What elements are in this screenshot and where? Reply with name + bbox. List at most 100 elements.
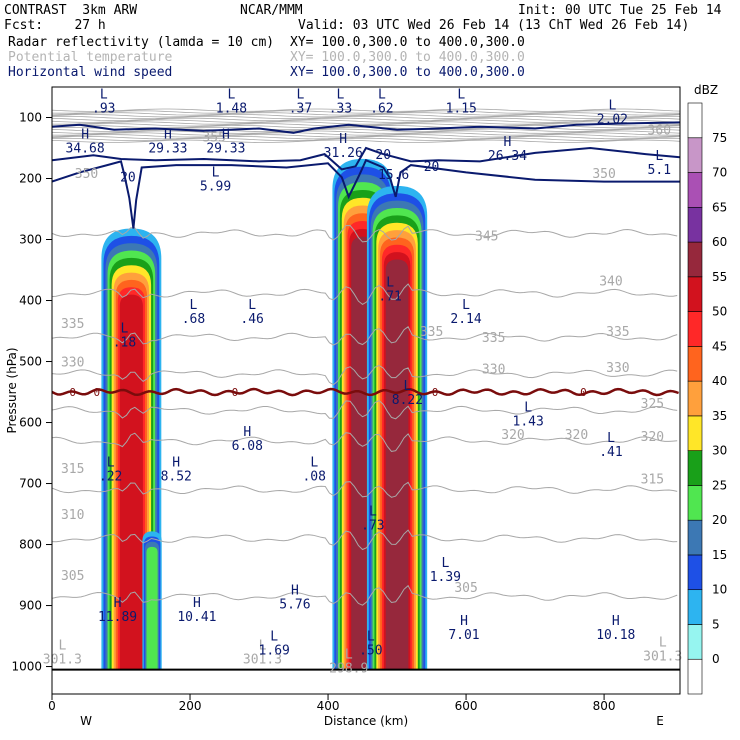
wind-extremum-value: 1.48 — [216, 102, 247, 117]
freezing-label: 0 — [232, 386, 239, 399]
wind-extremum-value: 7.01 — [448, 628, 479, 643]
theta-label: 335 — [61, 317, 84, 332]
y-tick-label: 400 — [19, 294, 42, 308]
wind-extremum-value: 34.68 — [66, 141, 105, 156]
theta-contour-305 — [52, 584, 678, 606]
wind-extremum-kind: L — [310, 455, 318, 470]
wind-extremum-value: 26.34 — [488, 149, 527, 164]
wind-extremum-value: 5.99 — [200, 180, 231, 195]
theta-label: 320 — [501, 428, 524, 443]
wind-extremum-value: 1.43 — [513, 415, 544, 430]
freezing-label: 0 — [580, 386, 587, 399]
y-tick-label: 500 — [19, 355, 42, 369]
wind-extremum-kind: H — [222, 127, 230, 142]
reflectivity-western-trail-20dbz — [146, 546, 158, 670]
colorbar-level: 60 — [712, 235, 727, 249]
theta-top-contour — [52, 128, 680, 132]
theta-top-contour — [52, 108, 680, 112]
theta-contour-325 — [52, 400, 678, 420]
wind-extremum-kind: H — [504, 135, 512, 150]
colorbar-swatch — [687, 311, 703, 347]
theta-top-contour — [52, 132, 680, 136]
theta-contour-320 — [52, 432, 678, 452]
wind-extremum-kind: L — [403, 379, 411, 394]
theta-label: 335 — [482, 331, 505, 346]
wind-extremum-value: .71 — [378, 290, 401, 305]
wind-extremum-value: .93 — [92, 102, 115, 117]
y-tick-label: 600 — [19, 416, 42, 430]
wind-extremum-kind: L — [378, 88, 386, 103]
wind-extremum-value: .68 — [182, 312, 205, 327]
forecast-hour: Fcst: 27 h — [4, 18, 106, 33]
theta-extremum-value: 301.3 — [643, 649, 682, 664]
theta-label: 350 — [592, 167, 615, 182]
wind-extremum-kind: L — [107, 455, 115, 470]
theta-label: 360 — [648, 124, 671, 139]
wind-extremum-kind: H — [243, 425, 251, 440]
colorbar-level: 55 — [712, 270, 727, 284]
field3-xy: XY= 100.0,300.0 to 400.0,300.0 — [290, 65, 525, 80]
wind-extremum-value: .22 — [99, 469, 122, 484]
wind-extremum-value: 1.39 — [430, 570, 461, 585]
wind-extremum-value: 6.08 — [232, 439, 263, 454]
theta-extremum-kind: L — [259, 638, 267, 653]
field2-name: Potential temperature — [8, 50, 173, 65]
x-tick-label: 400 — [317, 699, 340, 713]
colorbar-level: 75 — [712, 131, 727, 145]
theta-extremum-value: 301.3 — [243, 652, 282, 667]
wind-extremum-value: 29.33 — [148, 141, 187, 156]
theta-contour-310 — [52, 529, 678, 551]
theta-label: 320 — [641, 430, 664, 445]
theta-layer — [52, 108, 680, 671]
field1-xy: XY= 100.0,300.0 to 400.0,300.0 — [290, 35, 525, 50]
colorbar-level: 40 — [712, 374, 727, 388]
theta-label: 320 — [565, 428, 588, 443]
field1-name: Radar reflectivity (lamda = 10 cm) — [8, 35, 275, 50]
wind-extremum-value: 11.89 — [98, 610, 137, 625]
wind-extremum-kind: L — [337, 88, 345, 103]
freezing-label: 0 — [69, 386, 76, 399]
colorbar-level: 5 — [712, 617, 720, 631]
theta-top-contour — [52, 123, 680, 127]
theta-top-contour — [52, 119, 680, 123]
wind-extremum-kind: L — [462, 298, 470, 313]
colorbar-level: 0 — [712, 652, 720, 666]
wind-extremum-value: .73 — [361, 518, 384, 533]
wind-extremum-kind: L — [367, 629, 375, 644]
colorbar-swatch — [687, 102, 703, 139]
theta-label: 305 — [454, 581, 477, 596]
wind-extremum-value: .08 — [302, 469, 325, 484]
wind-extremum-kind: L — [190, 298, 198, 313]
colorbar-level: 35 — [712, 409, 727, 423]
wind-extremum-kind: L — [386, 276, 394, 291]
colorbar: 0 5 10 15 20 25 30 35 40 45 50 55 60 65 70 75 dBZ — [687, 83, 727, 695]
init-time: Init: 00 UTC Tue 25 Feb 14 — [518, 3, 722, 18]
x-tick-label: 0 — [48, 699, 56, 713]
theta-label: 350 — [75, 167, 98, 182]
theta-top-contour — [52, 110, 680, 114]
wind-extremum-kind: H — [339, 132, 347, 147]
y-tick-label: 900 — [19, 599, 42, 613]
plot-frame — [51, 86, 681, 695]
wind-contour-label: 15.6 — [378, 168, 409, 183]
colorbar-level: 65 — [712, 200, 727, 214]
theta-label: 330 — [606, 361, 629, 376]
wind-contour-label: 20 — [375, 148, 391, 163]
freezing-label: 0 — [432, 386, 439, 399]
wind-extremum-value: .33 — [329, 102, 352, 117]
theta-label: 335 — [420, 325, 443, 340]
wind-extremum-kind: L — [369, 504, 377, 519]
wind-extremum-value: 8.52 — [161, 469, 192, 484]
theta-contour-330 — [52, 364, 678, 386]
valid-time: Valid: 03 UTC Wed 26 Feb 14 (13 ChT Wed … — [298, 18, 690, 33]
wind-extremum-kind: H — [612, 614, 620, 629]
wind-extremum-kind: L — [524, 401, 532, 416]
wind-extremum-value: 31.26 — [324, 146, 363, 161]
theta-contour-340 — [52, 283, 678, 306]
colorbar-level: 50 — [712, 305, 727, 319]
wind-contour-label: 20 — [120, 171, 136, 186]
theta-extremum-kind: L — [58, 638, 66, 653]
reflectivity-central-east-55dbz — [385, 259, 409, 670]
contour-labels-layer: 350 355 350 360 335 330 315 310 305 345 340 335 330 3… — [43, 88, 683, 677]
colorbar-level: 25 — [712, 478, 727, 492]
